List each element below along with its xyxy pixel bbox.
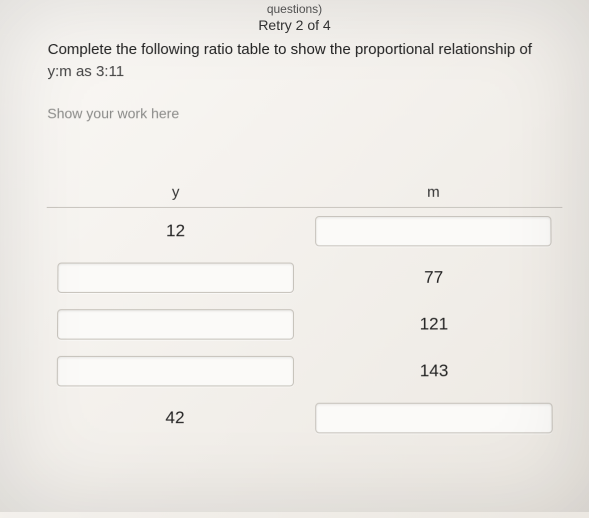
cell-y-value: 12 bbox=[46, 212, 304, 248]
question-line-2: y:m as 3:11 bbox=[48, 63, 125, 80]
cell-y-input[interactable] bbox=[46, 303, 305, 346]
cell-m-value: 143 bbox=[305, 352, 564, 389]
question-text: Complete the following ratio table to sh… bbox=[0, 33, 589, 83]
cell-y-value: 42 bbox=[45, 399, 304, 436]
table-header-row: y m bbox=[47, 183, 563, 207]
table-row: 42 bbox=[45, 394, 564, 441]
cell-m-input[interactable] bbox=[305, 209, 563, 251]
cropped-header-text: questions) bbox=[0, 0, 589, 16]
table-row: 121 bbox=[46, 301, 563, 348]
show-work-label: Show your work here bbox=[0, 83, 589, 121]
cell-y-input[interactable] bbox=[46, 256, 304, 299]
column-header-y: y bbox=[47, 183, 305, 206]
cell-m-value: 121 bbox=[305, 306, 564, 343]
table-row: 143 bbox=[46, 347, 564, 394]
column-header-m: m bbox=[305, 183, 563, 206]
worksheet-page: questions) Retry 2 of 4 Complete the fol… bbox=[0, 0, 589, 518]
table-row: 77 bbox=[46, 254, 563, 301]
ratio-table: y m 12 77 121 143 42 bbox=[0, 183, 589, 441]
cell-m-value: 77 bbox=[305, 259, 563, 295]
cell-y-input[interactable] bbox=[46, 349, 305, 392]
retry-counter: Retry 2 of 4 bbox=[0, 17, 589, 33]
cell-m-input[interactable] bbox=[305, 396, 564, 439]
table-row: 12 bbox=[46, 207, 562, 254]
question-line-1: Complete the following ratio table to sh… bbox=[48, 41, 532, 58]
